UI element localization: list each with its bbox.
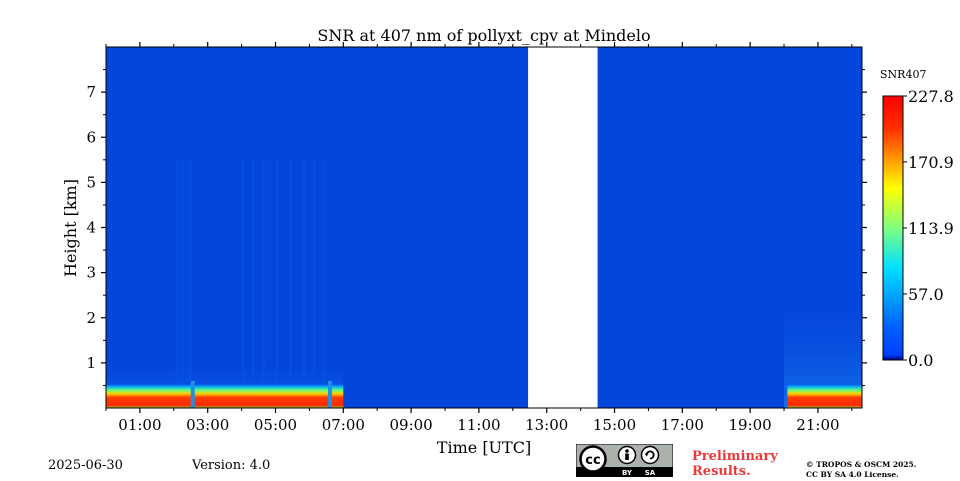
signal-streak (275, 159, 279, 384)
y-tick-label: 6 (86, 128, 96, 146)
y-tick-label: 1 (86, 354, 96, 372)
y-tick-label: 4 (86, 219, 96, 237)
y-tick-label: 5 (86, 173, 96, 191)
x-tick-label: 03:00 (186, 416, 229, 434)
y-axis: 1 2 3 4 5 6 7 (86, 69, 867, 386)
y-tick-label: 2 (86, 309, 96, 327)
signal-streak (251, 159, 255, 384)
colorbar-scale (882, 95, 904, 361)
signal-gap (328, 380, 333, 408)
x-tick-label: 15:00 (593, 416, 636, 434)
x-tick-label: 05:00 (254, 416, 297, 434)
y-axis-label: Height [km] (61, 179, 80, 277)
preliminary-notice: Preliminary Results. (692, 449, 778, 479)
svg-text:cc: cc (585, 453, 600, 468)
x-tick-label: 11:00 (457, 416, 500, 434)
cc-sa-label: SA (645, 469, 656, 477)
signal-streak (189, 159, 193, 384)
preliminary-line-2: Results. (692, 464, 751, 479)
copyright-notice: © TROPOS & OSCM 2025. CC BY SA 4.0 Licen… (806, 460, 916, 480)
signal-streak (312, 159, 316, 384)
heatmap-background (106, 47, 862, 408)
chart-title: SNR at 407 nm of pollyxt_cpv at Mindelo (317, 26, 650, 45)
near-surface-layer (106, 383, 344, 408)
heatmap-field (106, 47, 862, 408)
cc-logo-icon: cc BY SA (575, 443, 674, 478)
signal-streak (241, 159, 245, 384)
y-tick-label: 7 (86, 83, 96, 101)
signal-streak (185, 159, 189, 384)
colorbar-tick-label: 57.0 (908, 285, 944, 304)
signal-streak (180, 159, 184, 384)
version-label: Version: 4.0 (192, 458, 271, 473)
cc-by-label: BY (622, 469, 633, 477)
colorbar-tick-label: 113.9 (908, 219, 954, 238)
colorbar-label: SNR407 (880, 68, 926, 81)
x-tick-label: 09:00 (389, 416, 432, 434)
copyright-line-1: © TROPOS & OSCM 2025. (806, 460, 917, 469)
plot-area (105, 46, 863, 409)
colorbar-tick-label: 0.0 (908, 351, 933, 370)
preliminary-line-1: Preliminary (692, 449, 778, 464)
y-tick-label: 3 (86, 264, 96, 282)
signal-streak (175, 159, 179, 384)
x-tick-label: 21:00 (796, 416, 839, 434)
near-surface-layer (787, 383, 862, 408)
x-tick-label: 13:00 (525, 416, 568, 434)
x-tick-label: 07:00 (322, 416, 365, 434)
cc-license-badge[interactable]: cc BY SA (575, 443, 674, 478)
signal-streak (302, 159, 306, 384)
x-tick-label: 01:00 (118, 416, 161, 434)
date-label: 2025-06-30 (48, 458, 123, 473)
colorbar-tick-label: 170.9 (908, 153, 954, 172)
x-axis: 01:00 03:00 05:00 07:00 09:00 11:00 13:00 15:00… (105, 42, 853, 434)
colorbar: 0.0 57.0 113.9 170.9 227.8 (882, 87, 954, 370)
no-data-gap (528, 47, 598, 408)
x-tick-label: 19:00 (729, 416, 772, 434)
signal-streak (289, 159, 293, 384)
copyright-line-2: CC BY SA 4.0 License. (806, 470, 899, 479)
x-axis-label: Time [UTC] (437, 438, 531, 457)
colorbar-tick-label: 227.8 (908, 87, 954, 106)
signal-streak (261, 159, 265, 384)
signal-gap (190, 380, 195, 408)
x-tick-label: 17:00 (661, 416, 704, 434)
signal-streak (322, 159, 326, 384)
